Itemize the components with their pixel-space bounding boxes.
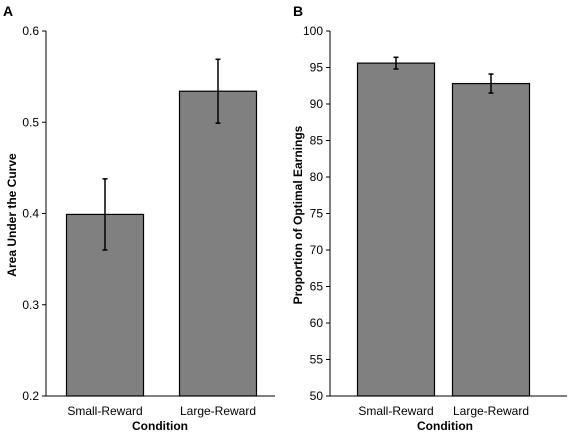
panel-b-y-tick-label: 80 [310,170,324,184]
panel-b-y-tick-label: 95 [310,61,324,75]
panel-a-y-axis-title: Area Under the Curve [5,153,19,277]
panel-b-x-tick-label: Small-Reward [358,404,433,418]
panel-b-y-tick-label: 90 [310,97,324,111]
panel-b-chart: B Proportion of Optimal Earnings Conditi… [291,3,567,433]
panel-b-y-tick-label: 60 [310,316,324,330]
panel-a-x-tick-label: Large-Reward [180,404,256,418]
panel-b-x-tick-label: Large-Reward [453,404,529,418]
panel-b-y-tick-label: 50 [310,389,324,403]
panel-a-label: A [3,3,13,19]
panel-b-y-tick-label: 75 [310,207,324,221]
panel-b-bar-large-reward [451,82,531,397]
panel-a-y-tick-label: 0.3 [22,298,39,312]
panel-b-y-tick-label: 65 [310,280,324,294]
panel-a-x-axis-title: Condition [132,419,188,433]
panel-b-y-tick-label: 100 [303,24,323,38]
panel-b-y-tick-label: 70 [310,243,324,257]
panel-b-y-tick-label: 85 [310,134,324,148]
panel-b-y-axis-title: Proportion of Optimal Earnings [291,125,305,304]
panel-b-x-axis-title: Condition [417,419,473,433]
panel-a-y-tick-label: 0.4 [22,207,39,221]
panel-a-chart: A Area Under the Curve Condition 0.2 0.3 0… [3,3,275,433]
panel-a-y-tick-label: 0.5 [22,115,39,129]
panel-b-label: B [293,3,303,19]
panel-a-x-tick-label: Small-Reward [67,404,142,418]
panel-b-y-tick-label: 55 [310,353,324,367]
panel-b-bar-small-reward [356,62,436,397]
panel-a-bar-large-reward [178,90,258,397]
panel-a-y-tick-label: 0.6 [22,24,39,38]
panel-a-y-tick-label: 0.2 [22,389,39,403]
